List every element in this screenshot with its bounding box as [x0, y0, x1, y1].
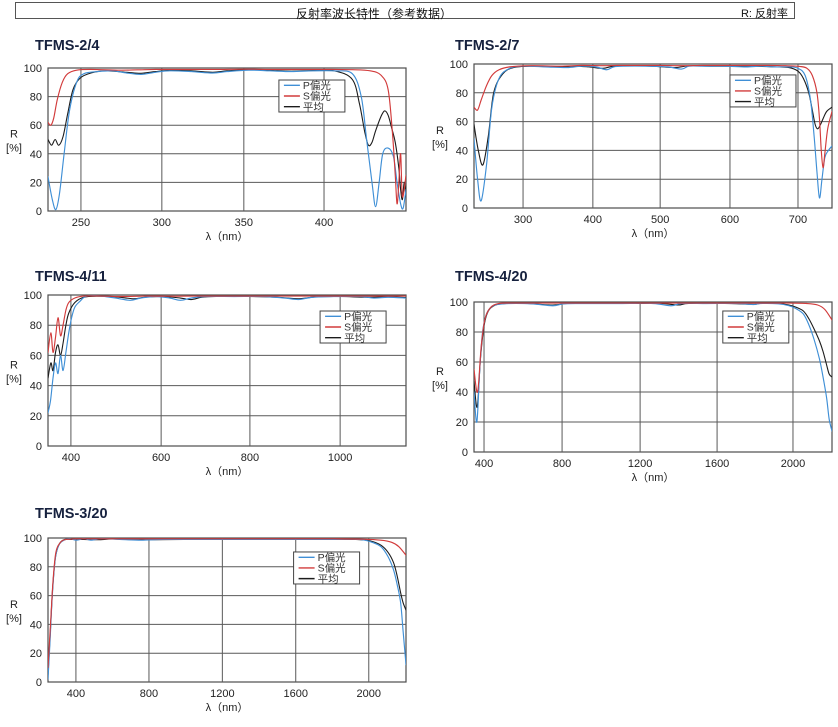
svg-text:500: 500 [651, 214, 669, 226]
svg-text:平均: 平均 [318, 573, 339, 585]
svg-text:TFMS-2/7: TFMS-2/7 [455, 38, 519, 54]
svg-text:2000: 2000 [357, 688, 381, 700]
svg-text:100: 100 [450, 297, 468, 309]
svg-text:80: 80 [30, 320, 42, 332]
svg-text:TFMS-4/20: TFMS-4/20 [455, 269, 528, 285]
svg-text:1000: 1000 [328, 452, 352, 464]
svg-text:1600: 1600 [283, 688, 307, 700]
svg-text:400: 400 [315, 217, 333, 229]
svg-text:0: 0 [36, 206, 42, 218]
svg-text:TFMS-3/20: TFMS-3/20 [35, 506, 108, 522]
svg-text:1200: 1200 [210, 688, 234, 700]
svg-text:100: 100 [24, 290, 42, 302]
svg-text:80: 80 [456, 327, 468, 339]
svg-text:平均: 平均 [303, 101, 324, 113]
svg-text:[%]: [%] [6, 374, 22, 386]
svg-text:60: 60 [456, 117, 468, 129]
svg-text:R: R [10, 599, 18, 611]
svg-text:60: 60 [30, 120, 42, 132]
svg-text:1600: 1600 [705, 458, 729, 470]
svg-text:R: R [10, 129, 18, 141]
svg-text:20: 20 [456, 174, 468, 186]
svg-text:60: 60 [456, 357, 468, 369]
svg-text:20: 20 [30, 411, 42, 423]
svg-text:[%]: [%] [432, 139, 448, 151]
svg-text:[%]: [%] [432, 380, 448, 392]
svg-text:300: 300 [153, 217, 171, 229]
svg-text:20: 20 [30, 177, 42, 189]
svg-text:80: 80 [30, 562, 42, 574]
svg-text:400: 400 [584, 214, 602, 226]
svg-text:40: 40 [30, 149, 42, 161]
svg-text:400: 400 [62, 452, 80, 464]
svg-text:80: 80 [456, 88, 468, 100]
svg-text:100: 100 [24, 63, 42, 75]
svg-text:40: 40 [456, 387, 468, 399]
svg-text:2000: 2000 [781, 458, 805, 470]
svg-text:平均: 平均 [747, 332, 768, 344]
svg-text:R: R [436, 125, 444, 137]
svg-text:60: 60 [30, 591, 42, 603]
svg-text:400: 400 [67, 688, 85, 700]
svg-text:700: 700 [789, 214, 807, 226]
svg-text:R: R [436, 366, 444, 378]
svg-text:80: 80 [30, 92, 42, 104]
svg-text:250: 250 [72, 217, 90, 229]
svg-text:0: 0 [36, 677, 42, 689]
svg-text:100: 100 [24, 533, 42, 545]
svg-text:平均: 平均 [344, 332, 365, 344]
svg-text:800: 800 [140, 688, 158, 700]
svg-text:20: 20 [456, 417, 468, 429]
svg-text:[%]: [%] [6, 143, 22, 155]
svg-text:800: 800 [553, 458, 571, 470]
svg-text:TFMS-2/4: TFMS-2/4 [35, 38, 99, 54]
svg-text:0: 0 [462, 447, 468, 459]
svg-text:300: 300 [514, 214, 532, 226]
svg-text:400: 400 [475, 458, 493, 470]
svg-text:λ（nm）: λ（nm） [206, 465, 249, 478]
svg-text:λ（nm）: λ（nm） [206, 701, 249, 714]
svg-text:60: 60 [30, 350, 42, 362]
svg-text:600: 600 [152, 452, 170, 464]
svg-text:0: 0 [36, 441, 42, 453]
svg-text:λ（nm）: λ（nm） [206, 230, 249, 243]
svg-text:40: 40 [30, 619, 42, 631]
svg-text:R: R [10, 360, 18, 372]
svg-text:[%]: [%] [6, 613, 22, 625]
svg-text:λ（nm）: λ（nm） [632, 471, 675, 484]
svg-text:40: 40 [456, 145, 468, 157]
svg-text:平均: 平均 [754, 96, 775, 108]
svg-text:600: 600 [721, 214, 739, 226]
svg-text:800: 800 [241, 452, 259, 464]
svg-text:0: 0 [462, 203, 468, 215]
svg-text:λ（nm）: λ（nm） [632, 227, 675, 240]
svg-text:40: 40 [30, 381, 42, 393]
svg-text:1200: 1200 [628, 458, 652, 470]
svg-text:20: 20 [30, 648, 42, 660]
svg-text:100: 100 [450, 59, 468, 71]
svg-text:TFMS-4/11: TFMS-4/11 [35, 269, 107, 285]
svg-text:350: 350 [235, 217, 253, 229]
